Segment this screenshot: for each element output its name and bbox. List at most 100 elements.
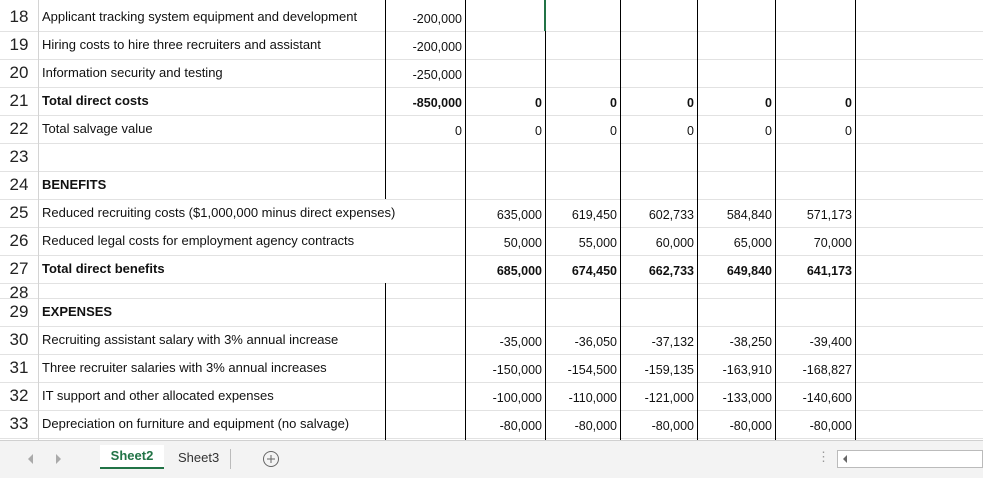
- cell-label: BENEFITS: [42, 177, 107, 192]
- row-gridline: [0, 227, 983, 228]
- cell-value: -159,135: [644, 363, 694, 377]
- cell-value: -200,000: [412, 40, 462, 54]
- row-gridline: [0, 410, 983, 411]
- column-border: [38, 0, 39, 440]
- cell-label: IT support and other allocated expenses: [42, 388, 274, 403]
- cell-value: -37,132: [651, 335, 694, 349]
- row-gridline: [0, 171, 983, 172]
- cell-value: -168,827: [802, 363, 852, 377]
- cell-value: 662,733: [648, 264, 694, 278]
- cell-value: 602,733: [648, 208, 694, 222]
- row-number: 18: [9, 7, 29, 26]
- cell-value: -250,000: [412, 68, 462, 82]
- cell-value: -850,000: [412, 96, 462, 110]
- cell-value: 571,173: [806, 208, 852, 222]
- row-gridline: [0, 438, 983, 439]
- row-number: 22: [9, 119, 29, 138]
- cell-label: Total salvage value: [42, 121, 153, 136]
- cell-value: -80,000: [729, 419, 772, 433]
- cell-value: 0: [535, 124, 542, 138]
- column-border: [385, 0, 386, 199]
- grid: 18 Applicant tracking system equipment an…: [0, 0, 983, 440]
- cell-label: Total direct benefits: [42, 261, 165, 276]
- cell-label: Recruiting assistant salary with 3% annu…: [42, 332, 339, 347]
- cell-value: -163,910: [722, 363, 772, 377]
- cell-value: -133,000: [722, 391, 772, 405]
- cell-value: 635,000: [496, 208, 542, 222]
- cell-value: 0: [845, 96, 852, 110]
- row-number: 30: [9, 330, 29, 349]
- cell-value: -110,000: [568, 391, 617, 405]
- column-border: [855, 0, 856, 440]
- cell-value: -121,000: [644, 391, 694, 405]
- cell-value: 0: [845, 124, 852, 138]
- cell-value: 584,840: [726, 208, 772, 222]
- row-gridline: [0, 326, 983, 327]
- row-number: 33: [9, 414, 29, 433]
- horizontal-scrollbar[interactable]: [837, 450, 983, 468]
- cell-label: Depreciation on furniture and equipment …: [42, 416, 350, 431]
- cell-value: 619,450: [571, 208, 617, 222]
- add-sheet-button[interactable]: [261, 449, 281, 469]
- column-border: [697, 0, 698, 440]
- row-gridline: [0, 255, 983, 256]
- scroll-left[interactable]: [838, 451, 852, 467]
- row-gridline: [0, 382, 983, 383]
- row-gridline: [0, 283, 983, 284]
- selection-border: [544, 0, 546, 31]
- cell-value: 0: [687, 124, 694, 138]
- cell-value: 0: [535, 96, 542, 110]
- cell-value: -100,000: [492, 391, 542, 405]
- cell-value: -80,000: [651, 419, 694, 433]
- cell-value: -80,000: [809, 419, 852, 433]
- row-number: 19: [9, 35, 29, 54]
- cell-value: 65,000: [733, 236, 772, 250]
- row-gridline: [0, 87, 983, 88]
- cell-label: Reduced recruiting costs ($1,000,000 min…: [42, 205, 396, 220]
- column-border: [385, 283, 386, 440]
- column-border: [775, 0, 776, 440]
- cell-label: Information security and testing: [42, 65, 223, 80]
- row-gridline: [0, 59, 983, 60]
- cell-value: -39,400: [809, 335, 852, 349]
- cell-value: 55,000: [578, 236, 617, 250]
- cell-value: -36,050: [574, 335, 617, 349]
- tab-scroll-arrows[interactable]: [0, 441, 80, 478]
- cell-value: 0: [687, 96, 694, 110]
- row-gridline: [0, 115, 983, 116]
- row-number: 24: [9, 175, 29, 194]
- column-border: [465, 0, 466, 440]
- cell-value: -200,000: [412, 12, 462, 26]
- column-border: [545, 0, 546, 440]
- row-number: 29: [9, 302, 29, 321]
- row-number: 23: [9, 147, 29, 166]
- cell-value: 641,173: [806, 264, 852, 278]
- row-gridline: [0, 143, 983, 144]
- cell-label: Applicant tracking system equipment and …: [42, 9, 358, 24]
- column-border: [620, 0, 621, 440]
- cell-label: Total direct costs: [42, 93, 149, 108]
- cell-label: EXPENSES: [42, 304, 113, 319]
- cell-value: 0: [765, 96, 772, 110]
- cell-label: Reduced legal costs for employment agenc…: [42, 233, 355, 248]
- splitter[interactable]: ⋮: [817, 449, 830, 464]
- row-gridline: [0, 31, 983, 32]
- cell-label: Three recruiter salaries with 3% annual …: [42, 360, 327, 375]
- cell-value: 649,840: [726, 264, 772, 278]
- row-number: 21: [9, 91, 29, 110]
- active-sheet-tab[interactable]: Sheet2: [100, 445, 164, 469]
- row-number: 27: [9, 259, 29, 278]
- cell-value: 70,000: [813, 236, 852, 250]
- cell-value: 0: [455, 124, 462, 138]
- tab-separator: [230, 449, 231, 469]
- row-gridline: [0, 298, 983, 299]
- row-gridline: [0, 354, 983, 355]
- cell-value: -140,600: [802, 391, 852, 405]
- cell-value: -38,250: [729, 335, 772, 349]
- row-number: 31: [9, 358, 29, 377]
- cell-value: 0: [610, 96, 617, 110]
- row-gridline: [0, 199, 983, 200]
- cell-value: 0: [765, 124, 772, 138]
- sheet-tab[interactable]: Sheet3: [178, 450, 220, 465]
